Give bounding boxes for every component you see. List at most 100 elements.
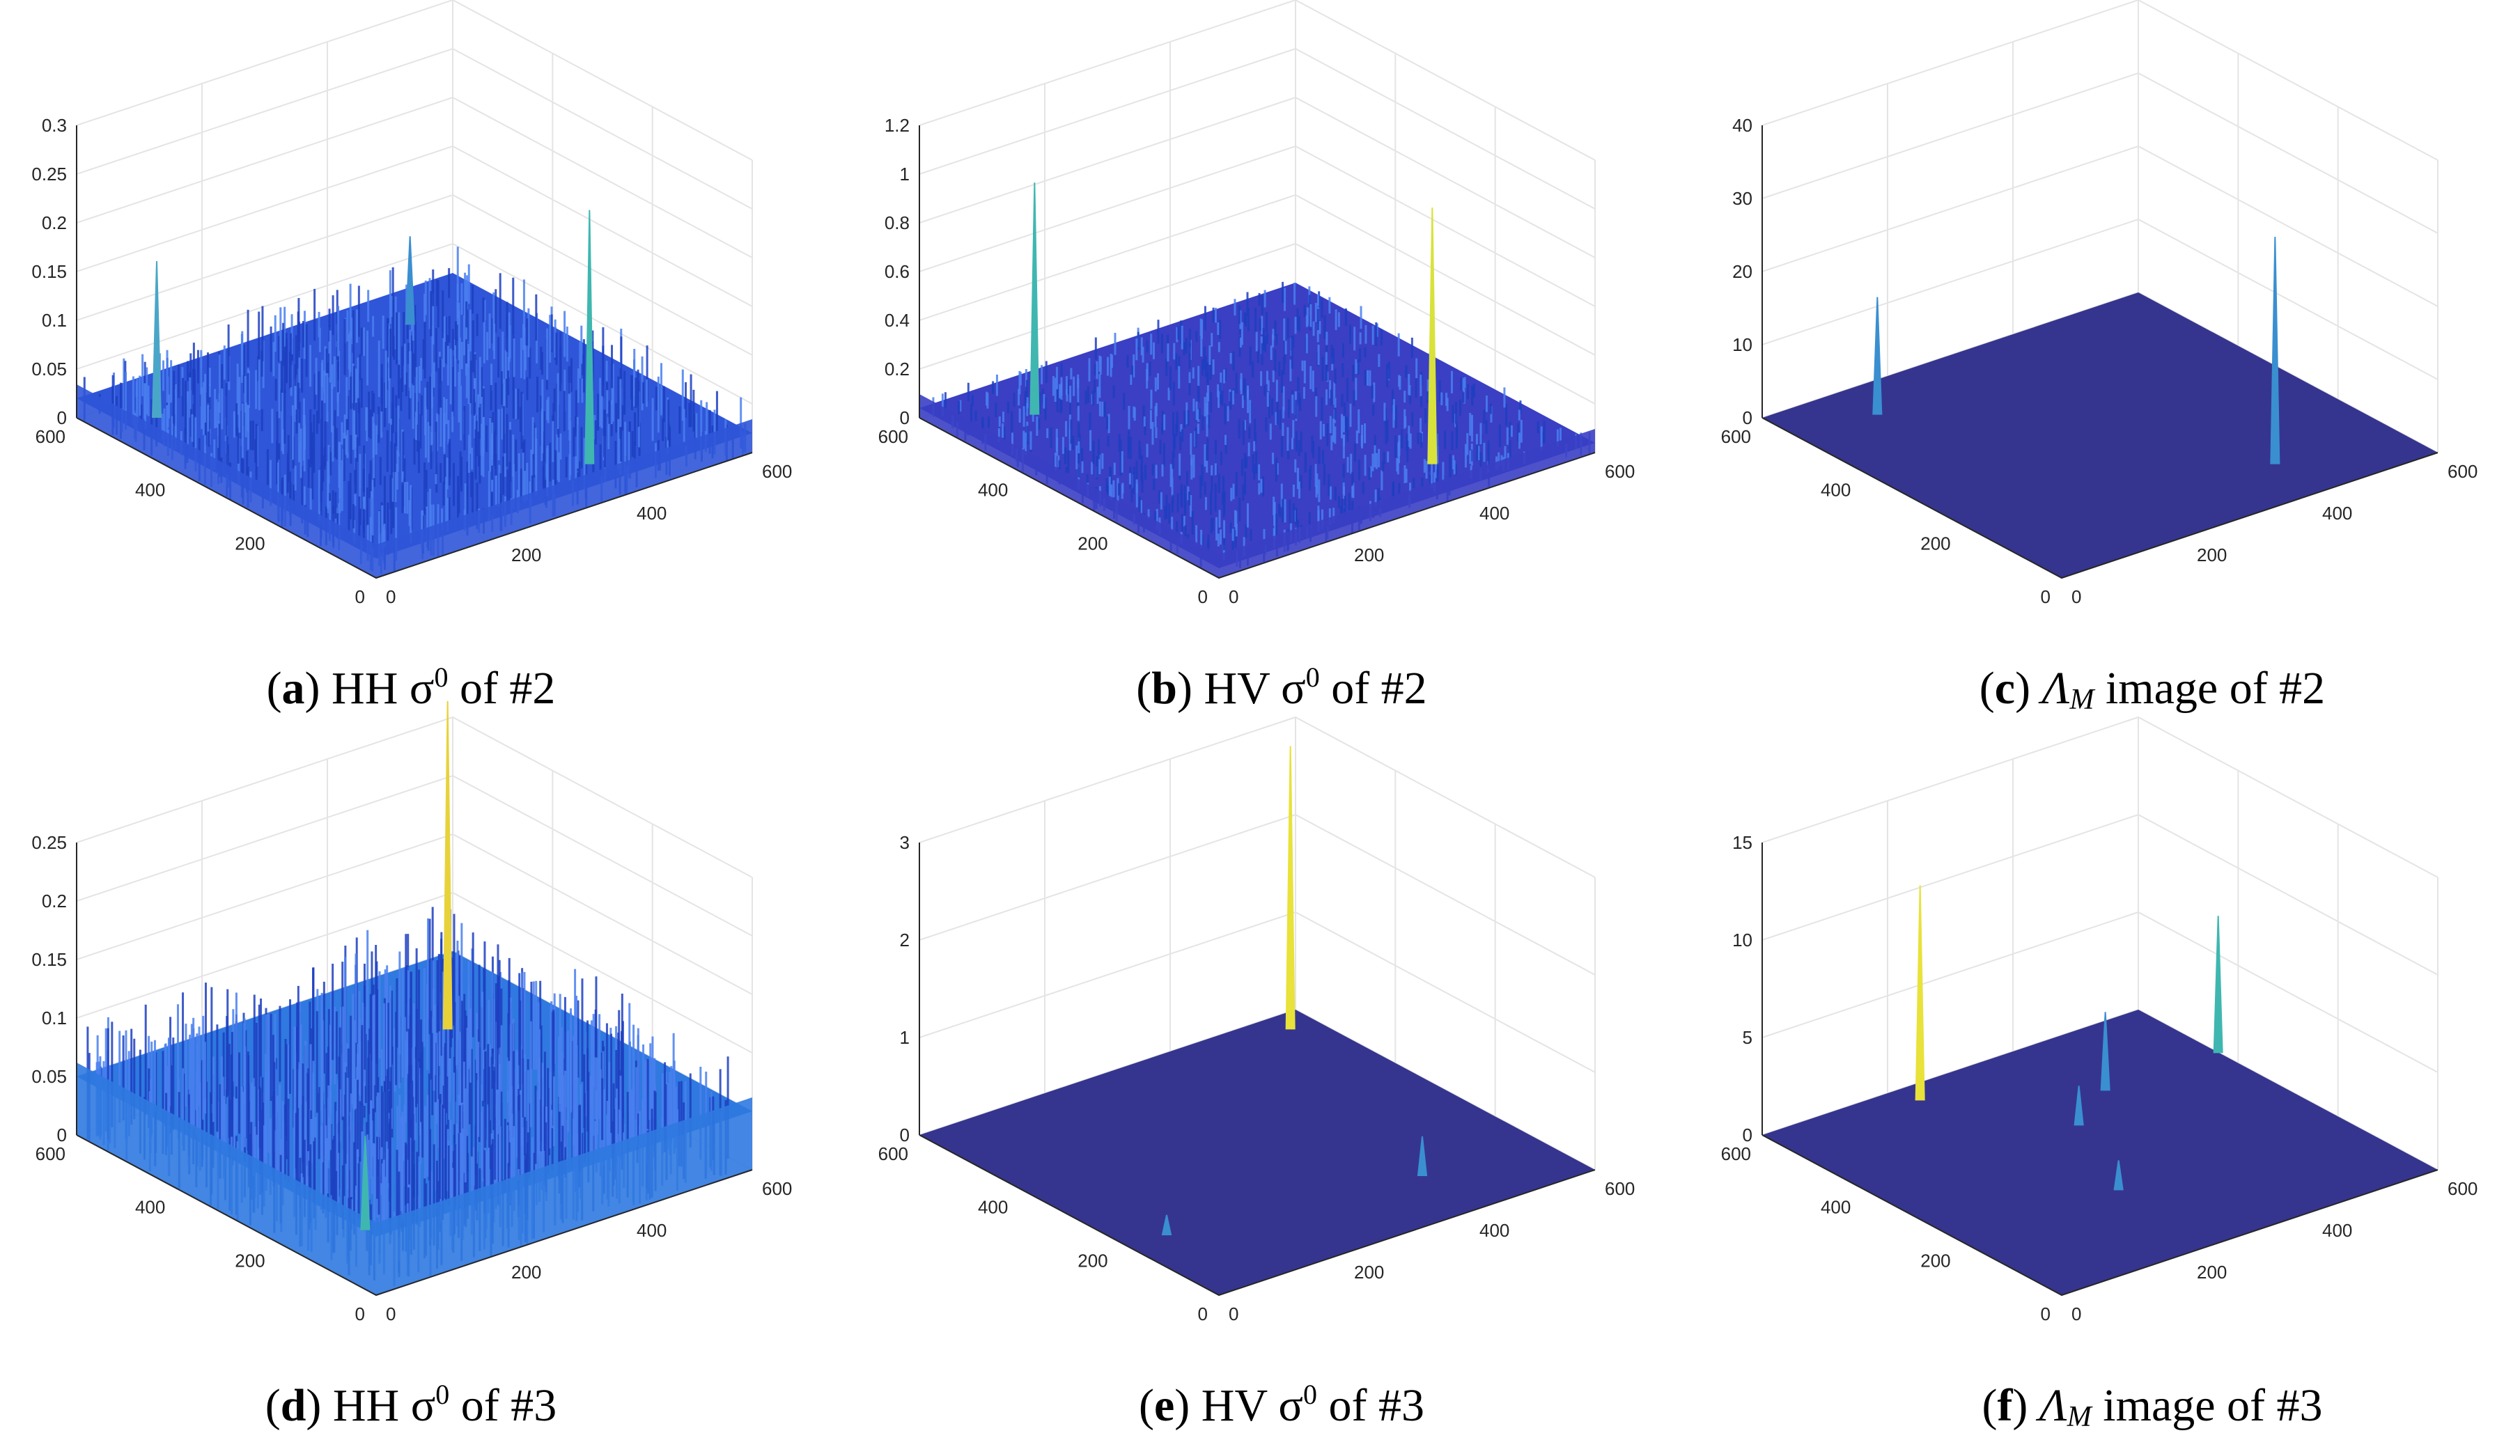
left-tick-label: 200 xyxy=(1920,1250,1950,1271)
z-tick-label: 0.2 xyxy=(885,359,910,379)
right-tick-label: 600 xyxy=(762,1178,792,1199)
z-tick-label: 0 xyxy=(57,1125,67,1145)
data-peak xyxy=(2113,1160,2124,1191)
z-tick-label: 0.05 xyxy=(31,1066,67,1087)
z-tick-label: 1 xyxy=(900,1027,910,1048)
left-tick-label: 200 xyxy=(1078,1250,1107,1271)
axes: 00.050.10.150.20.250.3020040060002004006… xyxy=(31,115,792,607)
caption-f: (f) ΛM image of #3 xyxy=(1982,1380,2322,1433)
data-peak xyxy=(1161,1214,1172,1235)
floor-axis-line xyxy=(919,1134,1596,1297)
right-tick-label: 400 xyxy=(637,1220,667,1241)
grid-line xyxy=(919,145,1596,307)
z-tick-label: 0.25 xyxy=(31,832,67,853)
grid-line xyxy=(76,716,753,878)
grid-line xyxy=(919,96,1596,258)
z-tick-label: 10 xyxy=(1732,334,1752,355)
z-tick-label: 20 xyxy=(1732,261,1752,282)
left-tick-label: 200 xyxy=(235,533,265,554)
grid-line xyxy=(1761,72,2439,234)
grid-line xyxy=(76,145,753,307)
right-tick-label: 400 xyxy=(1479,1220,1509,1241)
surface-floor xyxy=(1762,292,2438,578)
left-tick-label: 0 xyxy=(1198,586,1208,607)
data-peak xyxy=(360,1136,371,1230)
surface-skirt xyxy=(919,394,1219,578)
z-tick-label: 2 xyxy=(900,930,910,950)
data-peak xyxy=(2213,916,2223,1054)
left-tick-label: 0 xyxy=(355,1304,365,1324)
left-tick-label: 200 xyxy=(235,1250,265,1271)
surface-floor xyxy=(919,1010,1595,1295)
grid-line xyxy=(1761,813,2439,976)
z-tick-label: 1.2 xyxy=(885,115,910,136)
right-tick-label: 600 xyxy=(762,461,792,482)
right-tick-label: 0 xyxy=(1229,586,1238,607)
z-tick-label: 10 xyxy=(1732,930,1752,950)
left-tick-label: 600 xyxy=(1721,1143,1751,1164)
grid-line xyxy=(76,0,753,161)
right-tick-label: 200 xyxy=(511,1262,541,1283)
right-tick-label: 0 xyxy=(386,1304,396,1324)
left-tick-label: 600 xyxy=(36,1143,65,1164)
surface-skirt xyxy=(1219,429,1595,578)
z-tick-label: 0.15 xyxy=(31,261,67,282)
z-tick-label: 0.05 xyxy=(31,359,67,379)
grid-line xyxy=(919,0,1596,161)
right-tick-label: 400 xyxy=(2322,1220,2352,1241)
data-peak xyxy=(1915,885,1925,1101)
z-tick-label: 0.4 xyxy=(885,310,910,331)
data-peak xyxy=(405,236,415,325)
z-tick-label: 40 xyxy=(1732,115,1752,136)
z-tick-label: 0.3 xyxy=(42,115,67,136)
z-tick-label: 1 xyxy=(900,164,910,185)
floor-axis-line xyxy=(1761,1134,2439,1297)
left-tick-label: 400 xyxy=(978,480,1008,501)
data-peak xyxy=(2100,1012,2110,1091)
z-tick-label: 15 xyxy=(1732,832,1752,853)
z-tick-label: 0 xyxy=(1743,1125,1752,1145)
surface-floor xyxy=(919,283,1595,568)
floor-axis-line xyxy=(76,1134,753,1297)
left-tick-label: 600 xyxy=(1721,426,1751,447)
data-peak xyxy=(151,260,162,418)
left-tick-label: 400 xyxy=(135,480,165,501)
grid-line xyxy=(919,716,1596,878)
left-tick-label: 200 xyxy=(1078,533,1107,554)
floor-axis-line xyxy=(1761,417,2439,579)
axes-walls xyxy=(1761,0,2439,453)
right-tick-label: 200 xyxy=(1354,545,1384,565)
z-tick-label: 5 xyxy=(1743,1027,1752,1048)
left-tick-label: 0 xyxy=(2041,586,2051,607)
axes-walls xyxy=(76,0,753,453)
data-peak xyxy=(2074,1086,2084,1126)
left-tick-label: 600 xyxy=(36,426,65,447)
grid-line xyxy=(76,96,753,258)
grid-line xyxy=(1761,0,2439,161)
left-tick-label: 0 xyxy=(1198,1304,1208,1324)
right-tick-label: 0 xyxy=(2071,586,2081,607)
caption-d: (d) HH σ0 of #3 xyxy=(265,1379,557,1431)
right-tick-label: 600 xyxy=(1605,461,1635,482)
z-tick-label: 0.15 xyxy=(31,949,67,970)
caption-e: (e) HV σ0 of #3 xyxy=(1139,1379,1424,1431)
z-tick-label: 0.1 xyxy=(42,1008,67,1028)
data-peak xyxy=(1427,208,1438,464)
left-tick-label: 400 xyxy=(1821,480,1851,501)
left-tick-label: 400 xyxy=(978,1197,1008,1218)
left-tick-label: 600 xyxy=(878,1143,908,1164)
surface-skirt xyxy=(376,1097,752,1295)
z-tick-label: 0.1 xyxy=(42,310,67,331)
surface-floor xyxy=(1762,1010,2438,1295)
z-tick-label: 0 xyxy=(900,407,910,428)
right-tick-label: 0 xyxy=(1229,1304,1238,1324)
grid-line xyxy=(76,774,753,937)
